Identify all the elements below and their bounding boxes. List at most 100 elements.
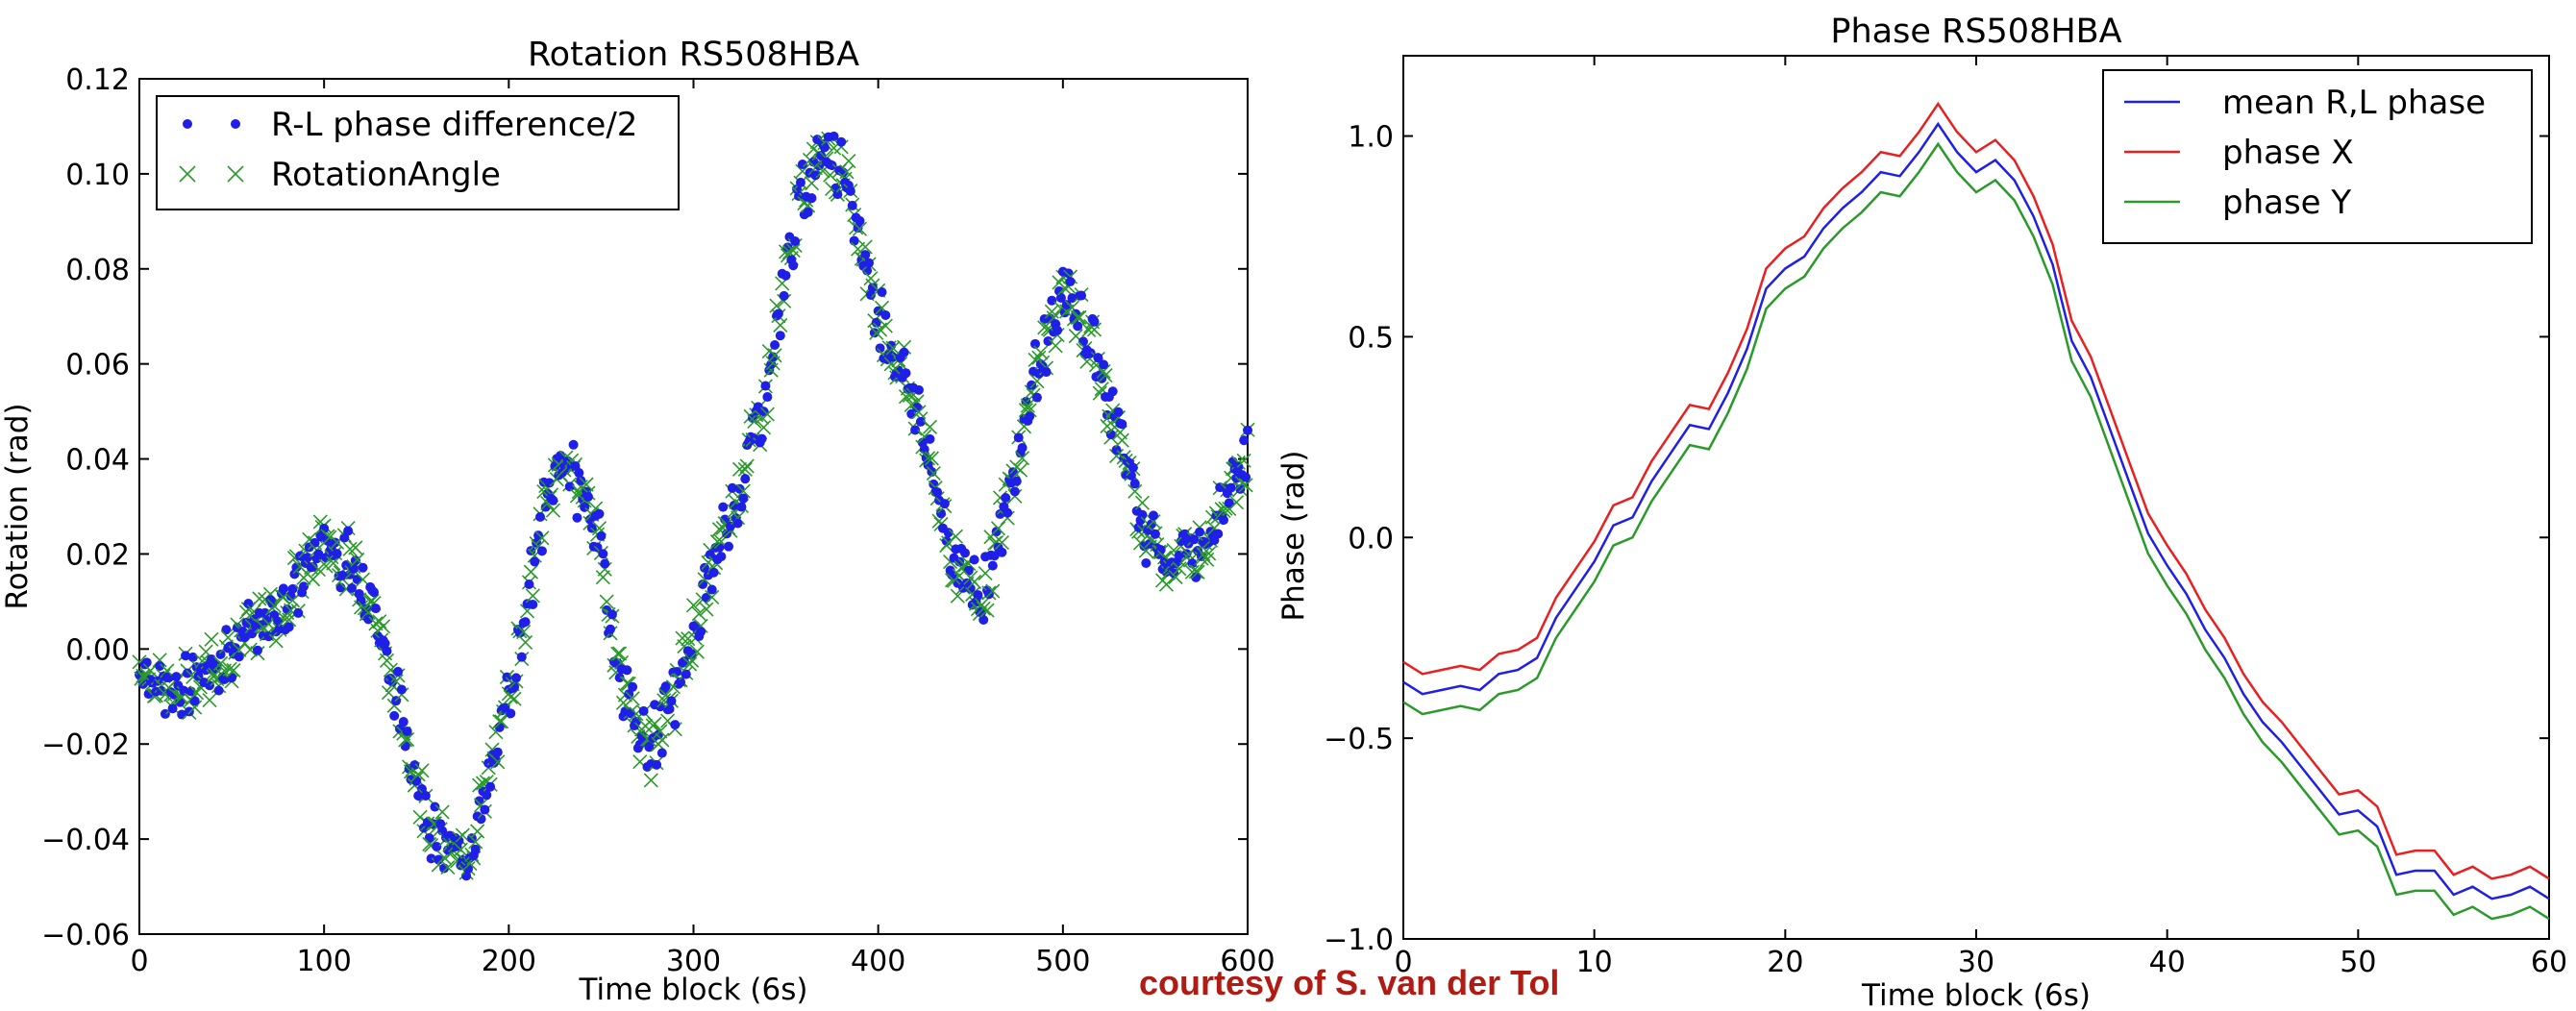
rl-phase-point bbox=[393, 666, 404, 677]
rl-phase-point bbox=[485, 781, 496, 792]
rotation-angle-point bbox=[682, 656, 698, 672]
legend-label-phase-x: phase X bbox=[2222, 134, 2354, 172]
rl-phase-point bbox=[278, 583, 288, 594]
rl-phase-point bbox=[732, 518, 743, 529]
rl-phase-point bbox=[855, 215, 865, 226]
rl-phase-point bbox=[511, 673, 522, 683]
rl-phase-point bbox=[1073, 321, 1083, 332]
rl-phase-point bbox=[352, 574, 362, 584]
rl-phase-point bbox=[1025, 411, 1035, 422]
rl-phase-point bbox=[536, 546, 547, 556]
rl-phase-point bbox=[1093, 353, 1103, 363]
rotation-angle-point bbox=[1134, 495, 1151, 510]
rl-phase-point bbox=[760, 381, 771, 391]
rotation-angle-point bbox=[1098, 367, 1113, 383]
rl-phase-point bbox=[653, 729, 663, 740]
x-tick-label: 60 bbox=[2531, 946, 2567, 979]
rl-phase-point bbox=[670, 720, 681, 730]
rotation-angle-point bbox=[212, 655, 229, 671]
rl-phase-point bbox=[234, 652, 244, 662]
rl-phase-point bbox=[346, 583, 357, 594]
rotation-angle-point bbox=[841, 154, 856, 169]
rl-phase-point bbox=[790, 235, 801, 246]
rl-phase-point bbox=[556, 451, 566, 461]
rotation-angle-point bbox=[699, 602, 714, 617]
credit-text: courtesy of S. van der Tol bbox=[1139, 963, 1560, 1002]
rl-phase-point bbox=[287, 583, 298, 594]
rotation-angle-point bbox=[1127, 483, 1143, 499]
phase-legend: mean R,L phase phase X phase Y bbox=[2102, 69, 2533, 244]
rotation-angle-point bbox=[920, 451, 936, 466]
rotation-angle-point bbox=[1020, 398, 1035, 413]
rl-phase-point bbox=[211, 659, 222, 670]
rl-phase-point bbox=[189, 696, 200, 706]
rl-phase-point bbox=[756, 433, 767, 444]
rotation-angle-point bbox=[1086, 322, 1102, 337]
rotation-angle-point bbox=[653, 724, 668, 739]
rl-phase-point bbox=[705, 550, 715, 560]
rl-phase-point bbox=[943, 528, 954, 538]
rotation-angle-point bbox=[878, 318, 893, 333]
rotation-angle-point bbox=[691, 606, 706, 622]
rl-phase-point bbox=[600, 558, 610, 569]
rl-phase-point bbox=[330, 537, 340, 548]
rl-phase-point bbox=[215, 649, 226, 659]
rl-phase-point bbox=[959, 548, 970, 558]
rotation-angle-point bbox=[398, 732, 413, 748]
rl-phase-point bbox=[803, 207, 813, 217]
rl-phase-point bbox=[348, 563, 359, 574]
rl-phase-point bbox=[997, 547, 1007, 557]
rl-phase-point bbox=[660, 681, 671, 692]
rl-phase-point bbox=[1105, 430, 1116, 440]
rl-phase-point bbox=[592, 542, 603, 553]
rl-phase-point bbox=[932, 487, 943, 498]
rotation-angle-point bbox=[885, 340, 901, 356]
rl-phase-point bbox=[363, 614, 374, 625]
rl-phase-point bbox=[775, 331, 785, 341]
rl-phase-point bbox=[724, 541, 734, 552]
rl-phase-point bbox=[337, 570, 348, 580]
rl-phase-point bbox=[470, 844, 481, 854]
rl-phase-point bbox=[432, 841, 442, 851]
rotation-angle-point bbox=[731, 461, 748, 477]
y-tick-label: 0.04 bbox=[65, 444, 130, 478]
rl-phase-point bbox=[239, 632, 250, 643]
rl-phase-point bbox=[574, 468, 584, 479]
rotation-angle-point bbox=[453, 842, 468, 857]
rotation-angle-point bbox=[948, 529, 963, 544]
rotation-angle-point bbox=[1013, 462, 1028, 478]
rl-phase-point bbox=[1043, 335, 1053, 346]
rl-phase-point bbox=[780, 270, 791, 281]
legend-x-marker bbox=[179, 165, 244, 183]
rl-phase-point bbox=[252, 645, 262, 655]
rl-phase-point bbox=[358, 562, 368, 573]
y-tick-label: 0.08 bbox=[65, 254, 130, 287]
y-tick-label: 0.00 bbox=[65, 633, 130, 667]
rl-phase-point bbox=[919, 444, 929, 455]
rotation-angle-point bbox=[612, 646, 628, 661]
rl-phase-point bbox=[506, 708, 516, 719]
rl-phase-point bbox=[582, 491, 593, 502]
rl-phase-point bbox=[1239, 435, 1250, 446]
rl-phase-point bbox=[875, 343, 885, 354]
rl-phase-point bbox=[1013, 432, 1024, 443]
rl-phase-point bbox=[656, 748, 667, 758]
rl-phase-point bbox=[788, 260, 799, 271]
y-tick-label: 0.02 bbox=[65, 538, 130, 572]
legend-label-rotation-angle: RotationAngle bbox=[271, 156, 501, 194]
rl-phase-point bbox=[871, 317, 881, 328]
rotation-angle-point bbox=[647, 716, 662, 731]
rl-phase-point bbox=[548, 495, 558, 506]
rl-phase-point bbox=[864, 258, 875, 268]
rl-phase-point bbox=[708, 567, 719, 578]
rotation-angle-point bbox=[1014, 451, 1030, 466]
rotation-angle-point bbox=[379, 653, 395, 668]
rl-phase-point bbox=[1099, 359, 1109, 370]
rl-phase-point bbox=[182, 668, 192, 678]
rotation-angle-point bbox=[739, 458, 755, 474]
rotation-legend: R-L phase difference/2 RotationAngle bbox=[156, 95, 680, 210]
rl-phase-point bbox=[293, 607, 304, 618]
rl-phase-point bbox=[343, 526, 354, 536]
rl-phase-point bbox=[389, 710, 400, 721]
